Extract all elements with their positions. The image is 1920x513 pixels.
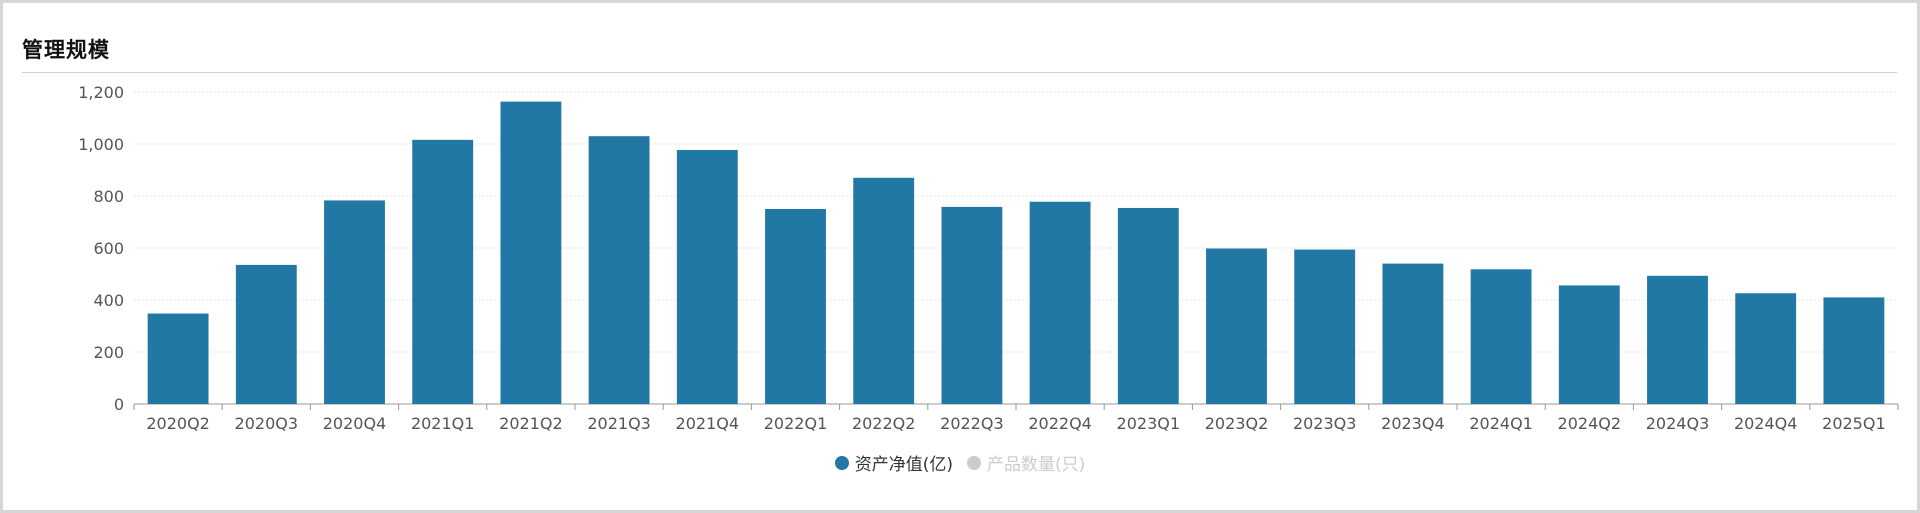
x-tick-label: 2023Q1 <box>1117 414 1181 433</box>
bar <box>324 200 385 404</box>
bar <box>1117 207 1179 404</box>
bar <box>147 313 209 404</box>
bar <box>1735 293 1797 404</box>
x-tick-label: 2021Q1 <box>411 414 475 433</box>
legend-label-net-asset: 资产净值(亿) <box>854 455 953 475</box>
bar <box>412 139 474 404</box>
x-tick-label: 2023Q2 <box>1205 414 1269 433</box>
bar <box>1206 248 1267 404</box>
x-tick-label: 2020Q2 <box>146 414 210 433</box>
panel-title: 管理规模 <box>22 38 110 62</box>
y-tick-label: 1,200 <box>78 83 124 102</box>
y-tick-label: 1,000 <box>78 135 124 154</box>
legend-label-product-count: 产品数量(只) <box>987 455 1086 475</box>
y-tick-label: 800 <box>93 187 124 206</box>
x-tick-label: 2020Q3 <box>235 414 299 433</box>
bar <box>1558 285 1620 404</box>
y-tick-label: 600 <box>93 239 124 258</box>
x-tick-label: 2023Q4 <box>1381 414 1445 433</box>
legend-item-product-count[interactable]: 产品数量(只) <box>967 450 1085 475</box>
x-tick-label: 2024Q2 <box>1558 414 1622 433</box>
x-tick-label: 2020Q4 <box>323 414 387 433</box>
bar <box>1029 201 1091 404</box>
bar <box>765 209 826 404</box>
bar <box>1382 263 1444 404</box>
x-tick-label: 2022Q1 <box>764 414 828 433</box>
bar <box>500 101 562 405</box>
bar <box>941 206 1003 404</box>
legend-marker-product-count <box>967 455 981 470</box>
bar <box>235 264 297 404</box>
x-tick-label: 2023Q3 <box>1293 414 1357 433</box>
chart-legend: 资产净值(亿) 产品数量(只) <box>0 450 1920 475</box>
legend-marker-net-asset <box>834 455 849 470</box>
title-divider <box>22 72 1897 73</box>
x-tick-label: 2024Q1 <box>1469 414 1533 433</box>
x-tick-label: 2022Q4 <box>1028 414 1092 433</box>
bar <box>853 177 915 404</box>
y-tick-label: 0 <box>114 395 124 414</box>
x-tick-label: 2024Q4 <box>1734 414 1798 433</box>
x-tick-label: 2021Q2 <box>499 414 563 433</box>
x-tick-label: 2022Q2 <box>852 414 916 433</box>
bar <box>1823 297 1885 404</box>
y-tick-label: 400 <box>93 291 124 310</box>
x-tick-label: 2021Q4 <box>676 414 740 433</box>
x-tick-label: 2025Q1 <box>1822 414 1886 433</box>
bar <box>1647 275 1708 404</box>
x-tick-label: 2024Q3 <box>1646 414 1710 433</box>
x-tick-label: 2022Q3 <box>940 414 1004 433</box>
bar <box>1294 249 1356 404</box>
bar <box>676 149 738 404</box>
bar <box>588 136 650 404</box>
legend-item-net-asset[interactable]: 资产净值(亿) <box>834 450 953 475</box>
x-tick-label: 2021Q3 <box>587 414 651 433</box>
y-tick-label: 200 <box>93 343 124 362</box>
bar <box>1470 269 1532 404</box>
